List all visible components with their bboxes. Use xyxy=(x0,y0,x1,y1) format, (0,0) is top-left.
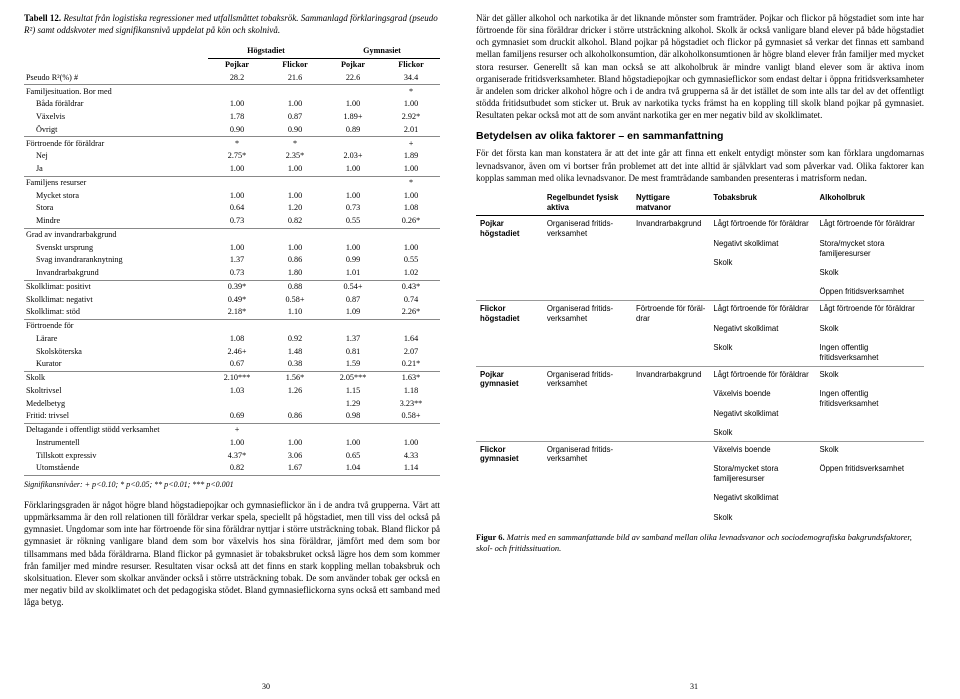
table-row: Invandrarbakgrund0.731.801.011.02 xyxy=(24,267,440,280)
table-caption: Tabell 12. Resultat från logistiska regr… xyxy=(24,12,440,36)
matrix-row: Flickor högstadietOrganiserad fritids- v… xyxy=(476,301,924,366)
table-row: Lärare1.080.921.371.64 xyxy=(24,333,440,346)
table-row: Skolklimat: stöd2.18*1.101.092.26* xyxy=(24,306,440,319)
left-body-paragraph: Förklaringsgraden är något högre bland h… xyxy=(24,499,440,608)
subsection-heading: Betydelsen av olika faktorer – en samman… xyxy=(476,129,924,143)
table-row: Familjesituation. Bor med* xyxy=(24,85,440,98)
table-row: Instrumentell1.001.001.001.00 xyxy=(24,437,440,450)
summary-matrix: Regelbundet fysisk aktivaNyttigare matva… xyxy=(476,190,924,526)
regression-table: Högstadiet Gymnasiet Pojkar Flickor Pojk… xyxy=(24,42,440,476)
table-row: Svag invandraranknytning1.370.860.990.55 xyxy=(24,254,440,267)
table-row: Nej2.75*2.35*2.03+1.89 xyxy=(24,150,440,163)
matrix-row: Pojkar gymnasietOrganiserad fritids- ver… xyxy=(476,366,924,441)
table-row: Mycket stora1.001.001.001.00 xyxy=(24,189,440,202)
table-row: Pseudo R²(%) #28.221.622.634.4 xyxy=(24,71,440,84)
table-row: Grad av invandrarbakgrund xyxy=(24,228,440,241)
table-row: Skolklimat: positivt0.39*0.880.54+0.43* xyxy=(24,280,440,293)
table-row: Stora0.641.200.731.08 xyxy=(24,202,440,215)
significance-note: Signifikansnivåer: + p<0.10; * p<0.05; *… xyxy=(24,480,440,491)
matrix-row: Pojkar högstadietOrganiserad fritids- ve… xyxy=(476,216,924,301)
table-row: Skolk2.10***1.56*2.05***1.63* xyxy=(24,372,440,385)
figure-caption: Figur 6. Matris med en sammanfattande bi… xyxy=(476,532,924,555)
table-row: Skolklimat: negativt0.49*0.58+0.870.74 xyxy=(24,293,440,306)
table-row: Övrigt0.900.900.892.01 xyxy=(24,123,440,136)
table-row: Förtroende för föräldrar**+ xyxy=(24,137,440,150)
table-row: Skolsköterska2.46+1.480.812.07 xyxy=(24,345,440,358)
table-row: Svenskt ursprung1.001.001.001.00 xyxy=(24,241,440,254)
table-row: Tillskott expressiv4.37*3.060.654.33 xyxy=(24,449,440,462)
table-row: Fritid: trivsel0.690.860.980.58+ xyxy=(24,410,440,423)
table-row: Deltagande i offentligt stödd verksamhet… xyxy=(24,424,440,437)
table-row: Skoltrivsel1.031.261.151.18 xyxy=(24,385,440,398)
table-row: Kurator0.670.381.590.21* xyxy=(24,358,440,371)
table-row: Växelvis1.780.871.89+2.92* xyxy=(24,111,440,124)
table-row: Båda föräldrar1.001.001.001.00 xyxy=(24,98,440,111)
table-row: Familjens resurser* xyxy=(24,176,440,189)
table-row: Medelbetyg1.293.23** xyxy=(24,397,440,410)
right-paragraph-1: När det gäller alkohol och narkotika är … xyxy=(476,12,924,121)
table-row: Förtroende för xyxy=(24,320,440,333)
table-row: Ja1.001.001.001.00 xyxy=(24,163,440,176)
page-numbers: 3031 xyxy=(24,682,936,693)
right-paragraph-2: För det första kan man konstatera är att… xyxy=(476,147,924,183)
table-row: Mindre0.730.820.550.26* xyxy=(24,215,440,228)
matrix-row: Flickor gymnasietOrganiserad fritids- ve… xyxy=(476,441,924,525)
table-row: Utomstående0.821.671.041.14 xyxy=(24,462,440,475)
